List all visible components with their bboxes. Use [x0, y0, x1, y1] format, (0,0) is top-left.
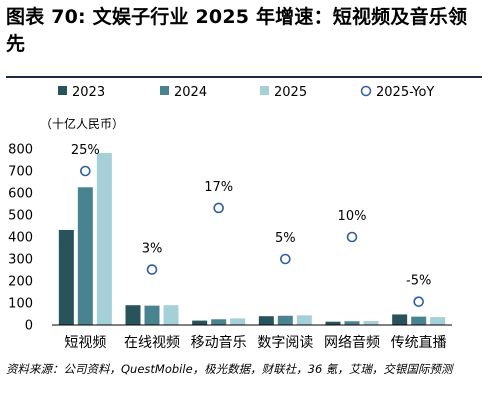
bar-2025: [430, 317, 446, 325]
yoy-point: [146, 264, 158, 275]
yoy-label: 3%: [142, 242, 163, 257]
y-tick-label: 800: [8, 143, 33, 158]
bar-2024: [211, 319, 227, 325]
source-note: 资料来源：公司资料，QuestMobile，极光数据，财联社，36 氪，艾瑞，交…: [6, 362, 453, 376]
legend-label-yoy: 2025-YoY: [376, 85, 434, 100]
bar-2024: [77, 187, 93, 325]
bar-2024: [277, 315, 293, 325]
x-tick-label: 数字阅读: [257, 334, 313, 351]
bar-2025: [296, 315, 312, 325]
legend: 2023 2024 2025 2025-YoY: [58, 85, 434, 100]
y-tick-label: 600: [8, 187, 33, 202]
y-tick-label: 0: [25, 319, 33, 334]
chart-title: 图表 70: 文娱子行业 2025 年增速：短视频及音乐领先: [6, 6, 468, 55]
legend-swatch-2025: [260, 86, 269, 95]
y-axis: 0 100 200 300 400 500 600 700 800: [8, 143, 33, 334]
bar-2025: [363, 321, 379, 325]
y-tick-label: 100: [8, 297, 33, 312]
bar-2023: [192, 320, 208, 325]
yoy-point: [413, 296, 424, 307]
bar-2025: [163, 305, 179, 325]
y-tick-label: 500: [8, 209, 33, 224]
y-tick-label: 700: [8, 165, 33, 180]
legend-label-2025: 2025: [274, 85, 307, 100]
bar-2024: [411, 316, 427, 325]
x-tick-label: 在线视频: [124, 335, 180, 351]
y-tick-label: 200: [8, 275, 33, 290]
yoy-point: [280, 253, 291, 265]
yoy-label: 5%: [275, 231, 296, 246]
yoy-label: 25%: [71, 143, 100, 158]
yoy-markers: 25% 3% 17% 5% 10% -5%: [71, 143, 431, 307]
bar-2023: [325, 321, 341, 325]
title-rule: [6, 76, 482, 78]
yoy-point: [213, 202, 224, 214]
yoy-point: [346, 231, 358, 243]
bar-2024: [344, 321, 360, 325]
yoy-point: [80, 165, 91, 177]
y-tick-label: 300: [8, 253, 33, 268]
x-tick-label: 传统直播: [391, 334, 447, 351]
x-axis: 短视频 在线视频 移动音乐 数字阅读 网络音频 传统直播: [64, 334, 446, 351]
legend-marker-yoy: [360, 85, 372, 97]
bar-2023: [258, 316, 274, 325]
bar-2023: [125, 305, 141, 325]
unit-label: （十亿人民币）: [40, 116, 124, 131]
legend-label-2024: 2024: [174, 85, 207, 100]
bar-2025: [96, 152, 112, 325]
bar-2023: [58, 229, 74, 325]
legend-swatch-2023: [58, 86, 67, 95]
yoy-label: 17%: [204, 180, 233, 195]
bar-2024: [144, 305, 160, 325]
x-tick-label: 网络音频: [324, 334, 380, 351]
x-tick-label: 短视频: [64, 335, 106, 351]
legend-label-2023: 2023: [72, 85, 105, 100]
bar-2025: [230, 318, 246, 325]
y-tick-label: 400: [8, 231, 33, 246]
yoy-label: -5%: [406, 274, 431, 289]
legend-swatch-2024: [160, 86, 169, 95]
yoy-label: 10%: [338, 209, 367, 224]
bars: [58, 152, 446, 325]
bar-2023: [392, 314, 408, 325]
x-tick-label: 移动音乐: [191, 334, 247, 351]
